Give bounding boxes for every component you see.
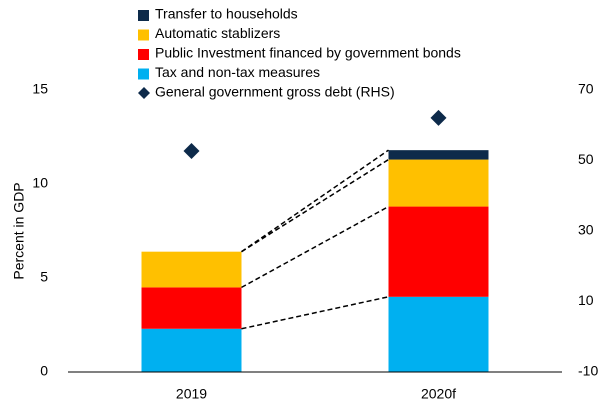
y2-tick-label: 70 [578,81,594,97]
legend-swatch [138,10,149,21]
legend-swatch [138,29,149,41]
legend-swatch [138,68,149,80]
connector-line [241,296,389,330]
y2-tick-label: 30 [578,222,594,238]
bar-segment [141,287,242,329]
bar-segment [388,206,489,297]
y2-tick-label: -10 [578,363,598,379]
connector-line [241,149,389,253]
legend-label: Transfer to households [155,6,298,22]
legend-label: Public Investment financed by government… [155,45,461,61]
bar-segment [141,328,242,372]
legend-swatch [138,49,149,60]
bar-segment [141,251,242,288]
x-tick-label: 2019 [176,386,207,402]
connector-line [241,158,389,253]
legend-marker [138,87,150,99]
bar-segment [388,159,489,207]
legend-label: Automatic stablizers [155,25,280,41]
y2-tick-label: 10 [578,292,594,308]
y-axis-label: Percent in GDP [11,182,27,279]
x-tick-label: 2020f [421,386,456,402]
y-tick-label: 15 [32,81,48,97]
debt-marker [183,142,200,159]
bar-segment [388,296,489,372]
legend-label: Tax and non-tax measures [155,64,320,80]
bar-segment [388,150,489,160]
y-tick-label: 5 [40,269,48,285]
connector-line [241,205,389,289]
debt-marker [430,109,447,126]
y-tick-label: 10 [32,175,48,191]
y2-tick-label: 50 [578,151,594,167]
legend-label: General government gross debt (RHS) [155,84,395,100]
y-tick-label: 0 [40,363,48,379]
